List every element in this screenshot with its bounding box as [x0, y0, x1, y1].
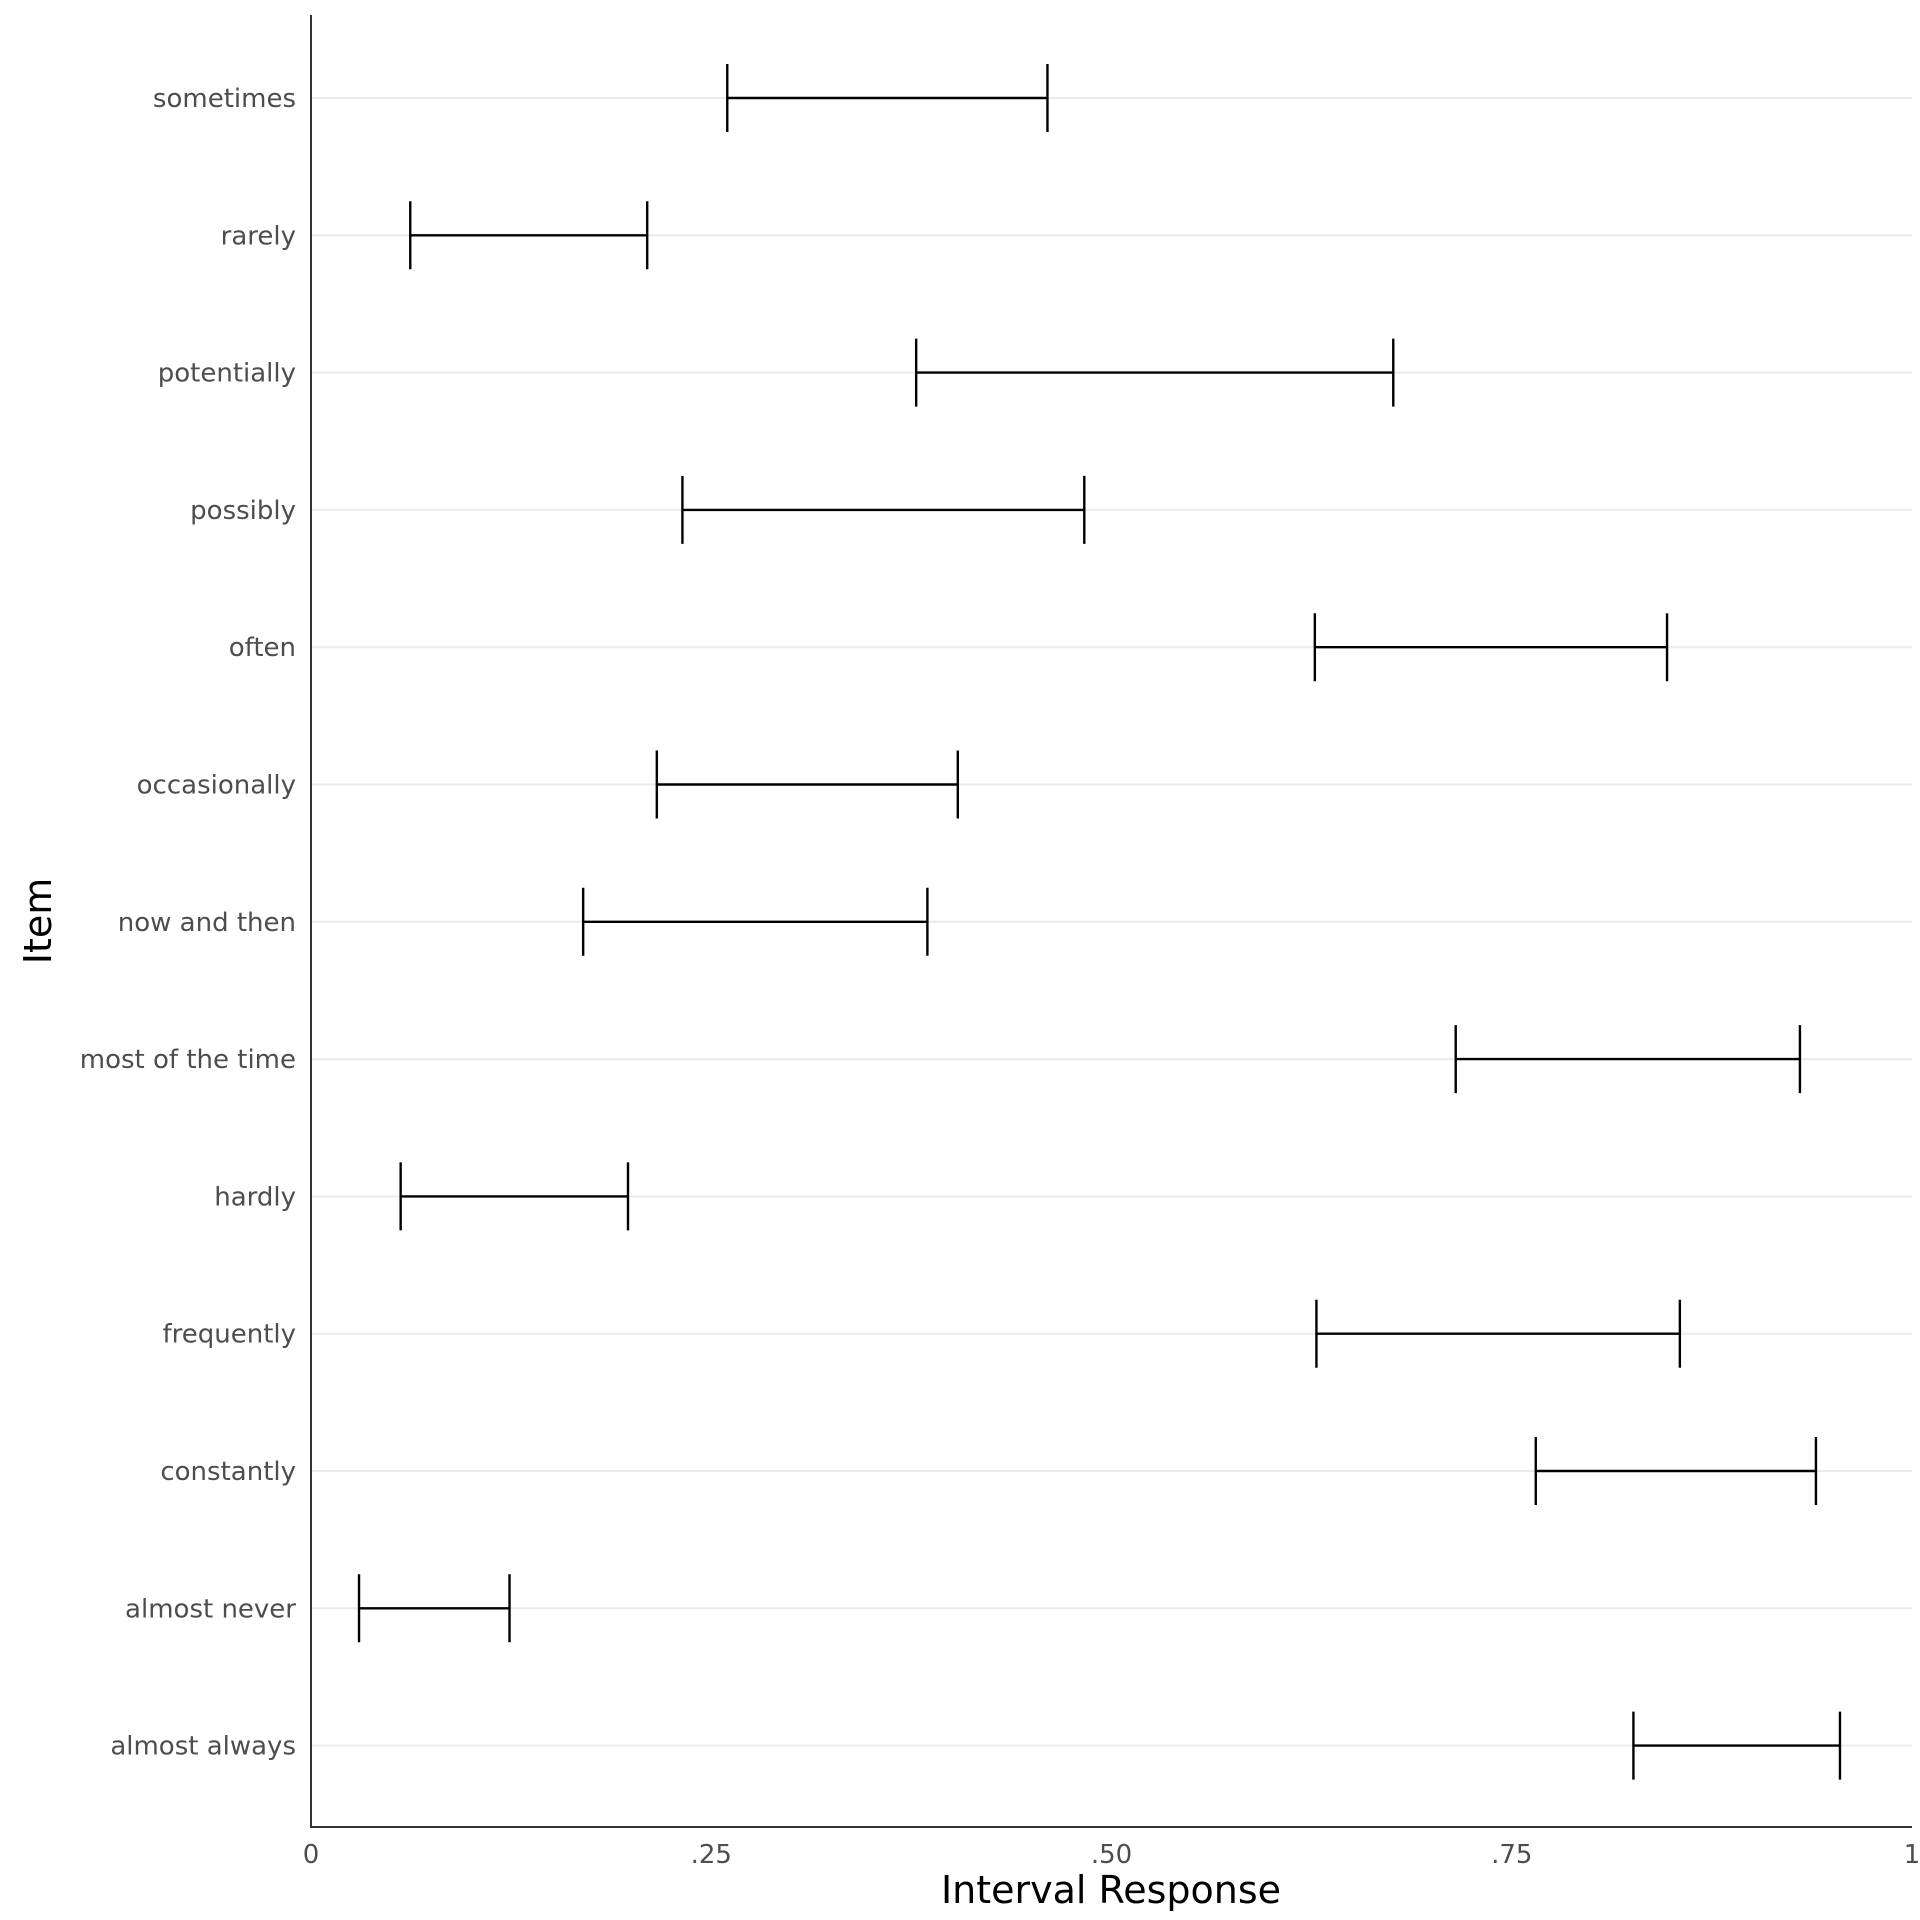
error-bar	[399, 1162, 630, 1231]
error-bar	[1534, 1437, 1818, 1505]
x-tick-label: .75	[1491, 1840, 1532, 1870]
error-bars	[357, 64, 1842, 1780]
x-tick-label: 1	[1904, 1840, 1920, 1870]
x-tick-label: 0	[303, 1840, 320, 1870]
error-bar	[1315, 1299, 1682, 1368]
error-bar	[726, 64, 1049, 132]
y-tick-label: sometimes	[153, 84, 296, 114]
y-tick-label: constantly	[160, 1457, 296, 1487]
x-tick-labels: 0 .25 .50 .75 1	[303, 1840, 1920, 1870]
error-bar	[1632, 1711, 1842, 1780]
x-tick-label: .50	[1091, 1840, 1132, 1870]
error-bar	[409, 201, 649, 270]
y-tick-label: almost never	[125, 1594, 296, 1624]
y-tick-labels: sometimes rarely potentially possibly often o…	[80, 84, 297, 1762]
y-tick-label: possibly	[190, 496, 296, 526]
y-tick-label: potentially	[158, 359, 296, 389]
x-tick-label: .25	[691, 1840, 732, 1870]
y-tick-label: rarely	[221, 221, 296, 251]
gridlines	[311, 97, 1912, 1747]
y-axis-title: Item	[16, 878, 60, 965]
y-tick-label: almost always	[110, 1732, 296, 1762]
x-axis-title: Interval Response	[941, 1868, 1281, 1912]
error-bar	[1454, 1025, 1802, 1094]
error-bar	[581, 887, 929, 956]
y-tick-label: now and then	[118, 908, 296, 938]
error-bar	[914, 338, 1395, 407]
y-tick-label: hardly	[214, 1182, 296, 1212]
y-tick-label: frequently	[162, 1320, 296, 1350]
y-tick-label: most of the time	[80, 1045, 296, 1075]
y-tick-label: often	[229, 633, 296, 663]
error-bar	[681, 475, 1086, 544]
error-bar	[1313, 613, 1669, 682]
error-bar	[357, 1574, 511, 1643]
y-tick-label: occasionally	[137, 771, 296, 801]
error-bar	[655, 750, 960, 819]
